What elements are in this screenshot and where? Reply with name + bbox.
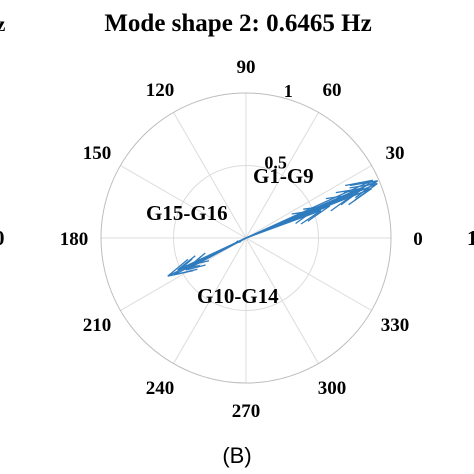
compass-vectors (167, 179, 378, 277)
vector-g15-g16-15 (238, 237, 247, 243)
vector-arrowhead (190, 252, 210, 266)
left-edge-title-fragment: z (0, 12, 5, 36)
angle-tick-30: 30 (386, 143, 405, 164)
group-label-g1-g9: G1-G9 (253, 164, 314, 188)
angle-tick-120: 120 (146, 80, 175, 101)
vector-arrowhead (235, 240, 240, 244)
vector-arrowhead (291, 210, 314, 225)
polar-grid (100, 92, 392, 384)
vector-shaft (245, 210, 314, 239)
angle-tick-60: 60 (323, 80, 342, 101)
ring-0.5 (173, 165, 319, 311)
angle-tick-330: 330 (381, 315, 410, 336)
angle-tick-300: 300 (318, 378, 347, 399)
left-edge-tick-fragment: 0 (0, 226, 5, 250)
group-label-g15-g16: G15-G16 (146, 201, 228, 225)
angle-tick-0: 0 (413, 229, 423, 250)
vector-arrowhead (325, 193, 354, 212)
vector-arrowhead (343, 187, 372, 206)
angle-tick-labels: 0 30 60 90 120 150 180 210 240 270 300 330 (60, 57, 423, 422)
radius-tick-1: 1 (284, 81, 293, 101)
angle-tick-270: 270 (232, 401, 261, 422)
angle-tick-180: 180 (60, 229, 89, 250)
vector-arrowhead (303, 205, 331, 222)
angle-tick-210: 210 (83, 315, 112, 336)
panel-label: (B) (222, 443, 251, 468)
radius-tick-labels: 0.51 (264, 81, 292, 172)
vector-g1-g9-8 (245, 210, 314, 239)
vector-arrowhead (238, 240, 242, 243)
radius-tick-0.5: 0.5 (264, 153, 287, 173)
angle-tick-90: 90 (237, 57, 256, 78)
ring-1 (100, 92, 392, 384)
angle-tick-150: 150 (83, 143, 112, 164)
chart-title: Mode shape 2: 0.6465 Hz (104, 10, 371, 37)
group-label-g10-g14: G10-G14 (197, 284, 279, 308)
angle-tick-240: 240 (146, 378, 175, 399)
vector-arrowhead (173, 258, 198, 276)
right-edge-tick-fragment: 1 (467, 226, 474, 250)
vector-arrowhead (335, 187, 364, 206)
